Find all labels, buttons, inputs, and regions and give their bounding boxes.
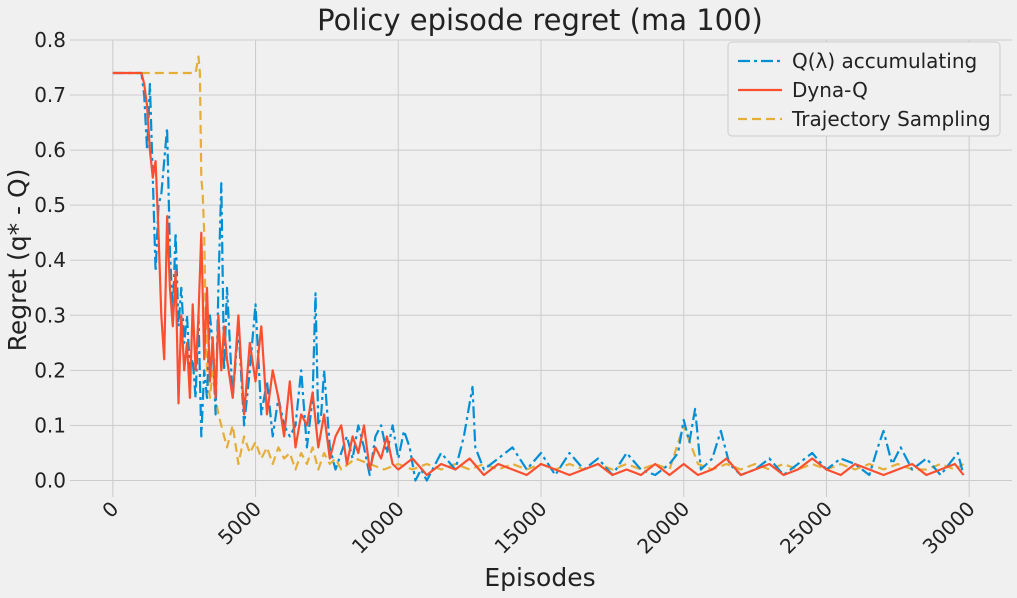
y-tick-label: 0.8	[34, 28, 66, 52]
legend: Q(λ) accumulating Dyna-Q Trajectory Sampli…	[727, 41, 1001, 137]
legend-label: Dyna-Q	[792, 78, 868, 102]
y-tick-label: 0.4	[34, 248, 66, 272]
y-tick-label: 0.2	[34, 358, 66, 382]
y-tick-label: 0.5	[34, 193, 66, 217]
y-tick-label: 0.7	[34, 83, 66, 107]
x-axis-title: Episodes	[484, 563, 595, 592]
y-axis-title: Regret (q* - Q)	[3, 169, 32, 352]
y-tick-label: 0.0	[34, 468, 66, 492]
legend-box	[727, 41, 1001, 137]
y-tick-label: 0.1	[34, 413, 66, 437]
legend-items: Q(λ) accumulating Dyna-Q Trajectory Sampli…	[738, 49, 991, 131]
legend-label: Trajectory Sampling	[791, 107, 991, 131]
series-group	[112, 55, 965, 482]
series-line-1	[112, 71, 965, 477]
y-tick-label: 0.3	[34, 303, 66, 327]
legend-label: Q(λ) accumulating	[792, 49, 977, 73]
y-tick-label: 0.6	[34, 138, 66, 162]
chart-title: Policy episode regret (ma 100)	[317, 3, 763, 37]
grid	[70, 39, 1012, 497]
